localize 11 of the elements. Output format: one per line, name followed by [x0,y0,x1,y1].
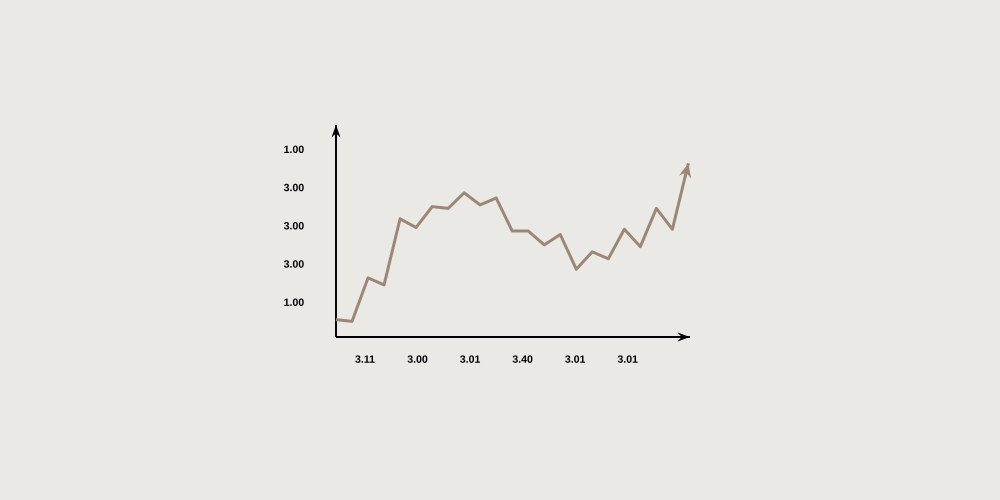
text: 3.01 [565,355,586,363]
text: 3.00 [284,222,304,230]
text: 3.11 [355,355,375,363]
text: 1.00 [284,298,304,306]
text: 3.00 [408,355,428,363]
text: 3.00 [284,260,304,268]
text: 3.40 [512,355,532,363]
text: 3.01 [460,355,480,363]
text: 3.00 [284,184,304,192]
text: 1.00 [284,146,304,154]
text: 3.01 [618,355,638,363]
